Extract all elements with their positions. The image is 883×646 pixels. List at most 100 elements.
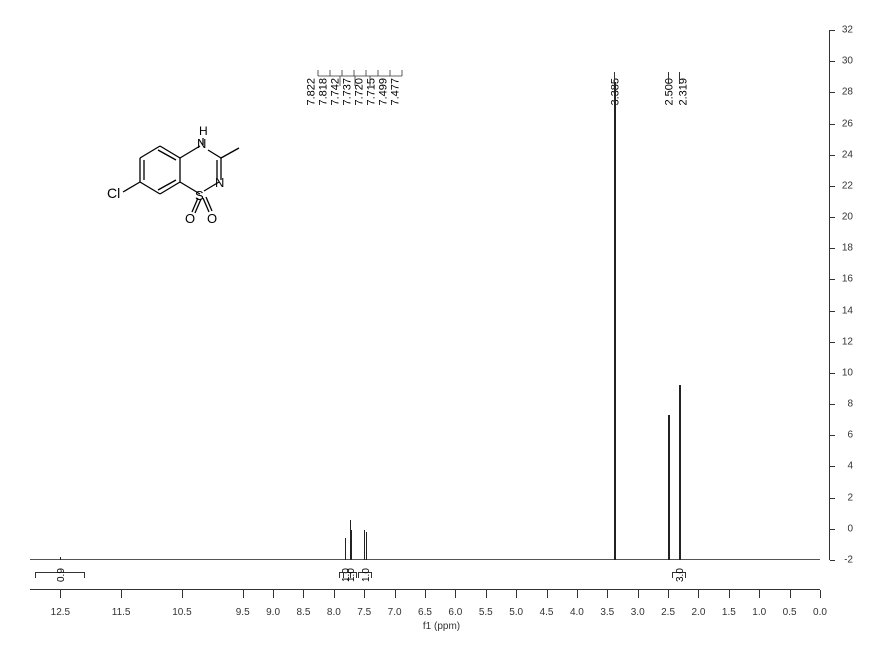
x-tick (790, 590, 791, 598)
molecule-structure: Cl N H N S O O (95, 120, 275, 250)
x-tick-label: 0.0 (813, 607, 827, 618)
y-tick-label: 12 (842, 336, 853, 347)
x-tick-label: 3.0 (631, 607, 645, 618)
peak-bracket-aromatic (300, 70, 420, 90)
y-tick (830, 217, 835, 218)
peak (60, 557, 61, 560)
y-tick-label: 10 (842, 367, 853, 378)
y-tick (830, 155, 835, 156)
svg-text:S: S (195, 188, 204, 203)
y-tick (830, 248, 835, 249)
y-tick-label: 4 (847, 461, 853, 472)
x-tick (455, 590, 456, 598)
y-tick (830, 124, 835, 125)
svg-text:Cl: Cl (107, 185, 120, 201)
y-tick-label: 28 (842, 87, 853, 98)
peak-bracket (679, 72, 680, 84)
y-tick (830, 373, 835, 374)
y-tick-label: 16 (842, 274, 853, 285)
spectrum-baseline (30, 559, 820, 560)
y-tick-label: 18 (842, 243, 853, 254)
y-tick-label: 8 (847, 399, 853, 410)
x-tick-label: 8.5 (297, 607, 311, 618)
x-tick (668, 590, 669, 598)
y-tick (830, 342, 835, 343)
x-tick (759, 590, 760, 598)
x-tick (638, 590, 639, 598)
peak (679, 385, 681, 560)
x-tick (698, 590, 699, 598)
y-axis (829, 30, 830, 560)
integral-label: 3.0 (675, 568, 686, 582)
y-tick-label: 2 (847, 492, 853, 503)
integral-label: 1.0 (361, 568, 372, 582)
y-tick (830, 529, 835, 530)
x-tick-label: 1.5 (722, 607, 736, 618)
peak (345, 538, 346, 560)
y-tick-label: -2 (844, 555, 853, 566)
x-tick-label: 9.0 (266, 607, 280, 618)
x-tick-label: 7.5 (357, 607, 371, 618)
y-tick (830, 404, 835, 405)
integral-label: 0.9 (56, 568, 67, 582)
peak-bracket (668, 72, 669, 84)
x-tick (364, 590, 365, 598)
x-tick (182, 590, 183, 598)
x-tick (395, 590, 396, 598)
nmr-spectrum-container: f1 (ppm) (0, 0, 883, 646)
y-tick (830, 92, 835, 93)
y-tick (830, 498, 835, 499)
y-tick-label: 26 (842, 118, 853, 129)
x-tick (486, 590, 487, 598)
peak (668, 415, 670, 560)
x-tick-label: 3.5 (600, 607, 614, 618)
x-tick-label: 1.0 (752, 607, 766, 618)
svg-text:H: H (199, 124, 208, 138)
y-tick-label: 0 (847, 523, 853, 534)
y-tick-label: 14 (842, 305, 853, 316)
y-tick-label: 30 (842, 56, 853, 67)
peak-label: 2.500 (664, 78, 676, 106)
x-tick-label: 6.5 (418, 607, 432, 618)
y-tick (830, 30, 835, 31)
x-tick (607, 590, 608, 598)
y-tick (830, 186, 835, 187)
x-tick (547, 590, 548, 598)
x-tick-label: 8.0 (327, 607, 341, 618)
x-tick (273, 590, 274, 598)
peak (366, 532, 367, 560)
x-tick (425, 590, 426, 598)
x-tick-label: 0.5 (783, 607, 797, 618)
y-tick (830, 61, 835, 62)
y-tick (830, 279, 835, 280)
x-tick (516, 590, 517, 598)
x-tick-label: 4.5 (540, 607, 554, 618)
x-tick (121, 590, 122, 598)
y-tick-label: 22 (842, 180, 853, 191)
x-tick (334, 590, 335, 598)
integral-label: 1.0 (346, 568, 357, 582)
x-tick-label: 2.5 (661, 607, 675, 618)
y-tick (830, 560, 835, 561)
x-tick (243, 590, 244, 598)
x-tick (577, 590, 578, 598)
x-tick-label: 4.0 (570, 607, 584, 618)
y-tick (830, 311, 835, 312)
x-tick (60, 590, 61, 598)
svg-text:O: O (207, 211, 217, 226)
peak (351, 535, 352, 560)
svg-text:O: O (185, 211, 195, 226)
svg-text:N: N (215, 175, 224, 190)
x-tick-label: 5.5 (479, 607, 493, 618)
x-tick-label: 2.0 (692, 607, 706, 618)
x-tick (820, 590, 821, 598)
x-tick-label: 7.0 (388, 607, 402, 618)
x-tick-label: 5.0 (509, 607, 523, 618)
peak (614, 82, 616, 560)
x-tick (303, 590, 304, 598)
x-tick-label: 10.5 (172, 607, 191, 618)
y-tick (830, 435, 835, 436)
x-tick (729, 590, 730, 598)
x-tick-label: 12.5 (51, 607, 70, 618)
x-tick-label: 9.5 (236, 607, 250, 618)
